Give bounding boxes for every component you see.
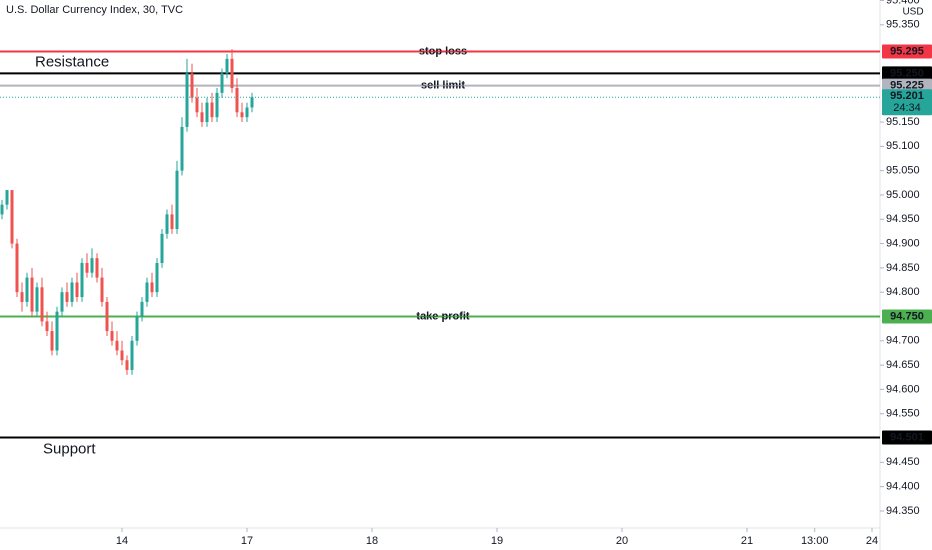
y-tick-label: 94.400 <box>886 481 920 493</box>
level-price-box <box>882 78 932 93</box>
candle-body <box>215 92 219 118</box>
level-price-label: 95.225 <box>890 79 924 91</box>
candle-body <box>210 102 214 118</box>
last-price-label: 95.201 <box>890 90 924 102</box>
x-tick-label: 21 <box>741 535 753 547</box>
chart-title: U.S. Dollar Currency Index, 30, TVC <box>6 4 183 16</box>
candle-body <box>115 340 119 351</box>
candle-body <box>60 292 64 312</box>
y-tick-label: 94.900 <box>886 237 920 249</box>
level-price-label: 95.250 <box>890 67 924 79</box>
candle-body <box>180 126 184 171</box>
last-price-box <box>882 89 932 116</box>
y-tick-label: 94.850 <box>886 262 920 274</box>
x-tick-label: 19 <box>491 535 503 547</box>
candle-body <box>85 263 89 273</box>
candle-body <box>165 214 169 234</box>
candle-body <box>70 282 74 302</box>
level-price-box <box>882 66 932 81</box>
y-tick-label: 95.100 <box>886 140 920 152</box>
candle-body <box>25 277 29 302</box>
candle-body <box>105 301 109 332</box>
candle-body <box>205 102 209 123</box>
x-tick-label: 20 <box>616 535 628 547</box>
candle-body <box>20 292 24 302</box>
candle-body <box>110 331 114 341</box>
candle-body <box>100 277 104 302</box>
candle-body <box>250 97 254 108</box>
candle-body <box>150 282 154 293</box>
x-tick-label: 14 <box>116 535 128 547</box>
y-tick-label: 94.550 <box>886 408 920 420</box>
candle-body <box>155 263 159 293</box>
candle-body <box>185 73 189 127</box>
y-tick-label: 94.350 <box>886 505 920 517</box>
candle-body <box>50 331 54 351</box>
candle-body <box>220 73 224 93</box>
y-tick-label: 94.700 <box>886 335 920 347</box>
x-tick-label: 17 <box>241 535 253 547</box>
x-tick-label: 18 <box>366 535 378 547</box>
candle-body <box>80 263 84 298</box>
y-tick-label: 94.950 <box>886 213 920 225</box>
candle-body <box>120 350 124 361</box>
level-price-box <box>882 44 932 59</box>
level-price-box <box>882 309 932 324</box>
candle-body <box>15 243 19 293</box>
candle-body <box>160 233 164 264</box>
candle-body <box>195 97 199 113</box>
candle-body <box>190 73 194 98</box>
y-tick-label: 94.800 <box>886 286 920 298</box>
candle-body <box>125 360 129 370</box>
candle-body <box>230 58 234 88</box>
level-price-label: 94.501 <box>890 431 924 443</box>
candle-body <box>225 58 229 74</box>
y-tick-label: 95.350 <box>886 19 920 31</box>
candle-body <box>175 170 179 229</box>
y-tick-label: 94.450 <box>886 456 920 468</box>
y-tick-label: 94.600 <box>886 383 920 395</box>
candle-body <box>5 190 9 205</box>
level-price-box <box>882 430 932 445</box>
x-tick-label: 24 <box>866 535 878 547</box>
y-tick-label: 94.650 <box>886 359 920 371</box>
candle-body <box>170 214 174 229</box>
candle-body <box>245 107 249 118</box>
candle-body <box>145 282 149 302</box>
level-price-label: 95.295 <box>890 45 924 57</box>
y-tick-label: 95.150 <box>886 116 920 128</box>
x-tick-label: 13:00 <box>801 535 829 547</box>
candle-body <box>95 258 99 278</box>
candle-body <box>0 204 4 215</box>
candle-body <box>200 112 204 123</box>
candle-body <box>130 340 134 370</box>
level-name: Resistance <box>35 53 109 70</box>
level-name: Support <box>43 441 96 458</box>
candle-body <box>135 316 139 341</box>
y-tick-label: 95.400 <box>886 0 920 6</box>
candle-body <box>45 321 49 332</box>
candle-body <box>35 287 39 312</box>
candle-body <box>65 292 69 302</box>
level-price-label: 94.750 <box>890 310 924 322</box>
y-tick-label: 95.000 <box>886 189 920 201</box>
candle-body <box>240 112 244 118</box>
countdown-label: 24:34 <box>893 102 921 114</box>
candle-body <box>10 190 14 244</box>
candle-body <box>30 277 34 312</box>
candle-body <box>75 282 79 298</box>
candle-body <box>55 311 59 351</box>
candle-body <box>235 87 239 113</box>
candle-body <box>140 301 144 317</box>
y-tick-label: 95.050 <box>886 165 920 177</box>
y-unit: USD <box>902 7 923 18</box>
candle-body <box>90 258 94 273</box>
candle-body <box>40 287 44 322</box>
